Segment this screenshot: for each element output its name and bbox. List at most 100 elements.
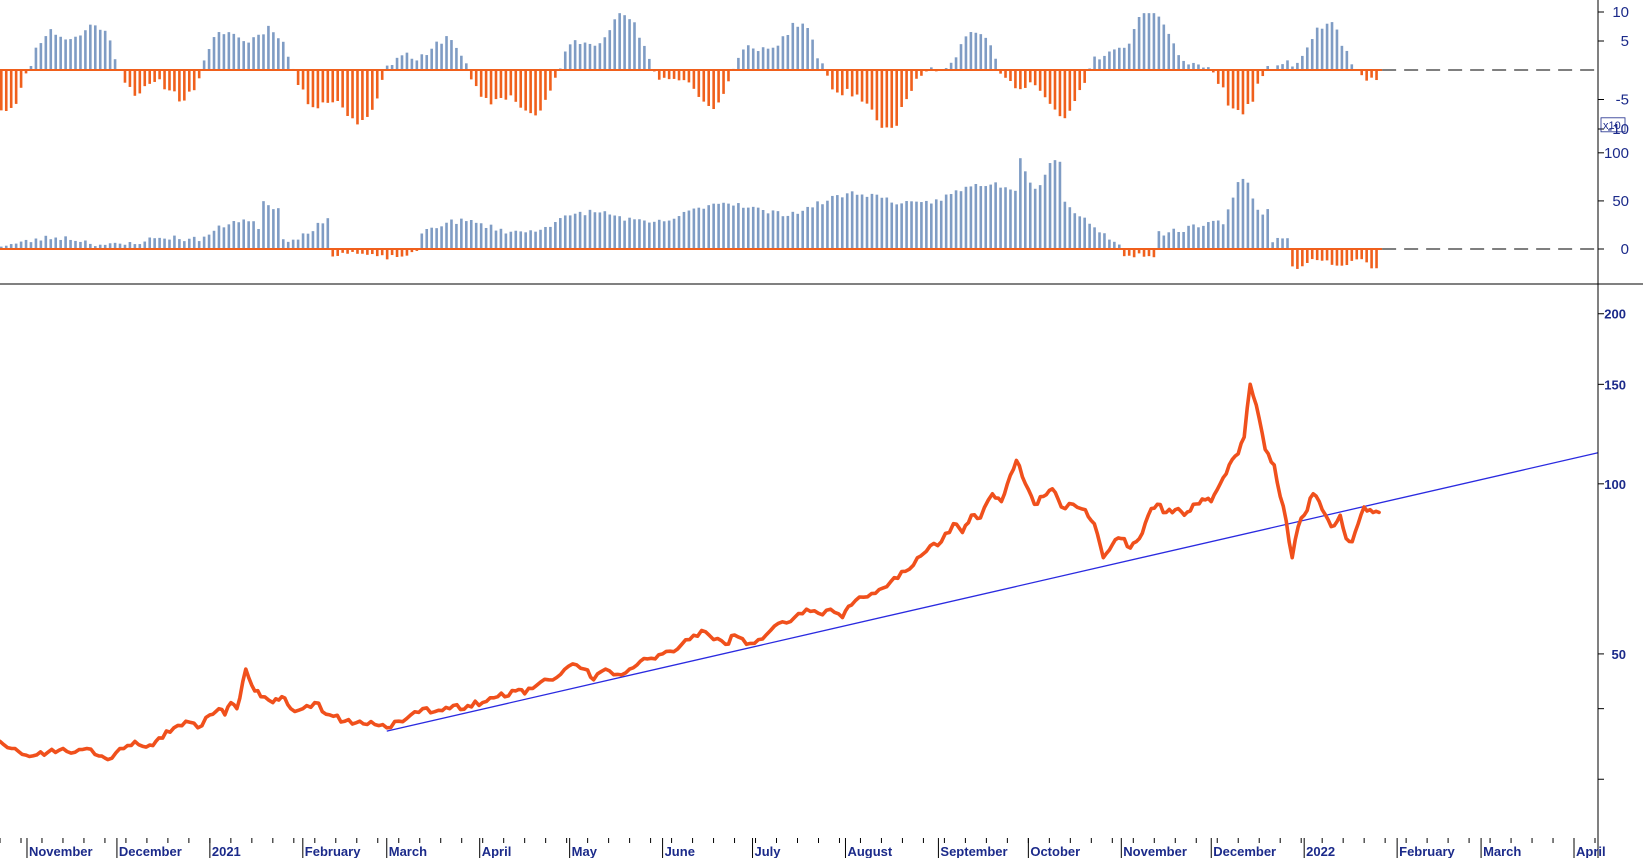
bar <box>1024 70 1027 88</box>
bar <box>445 222 448 249</box>
bar <box>1296 62 1299 70</box>
bar <box>1286 60 1289 70</box>
bar <box>9 70 13 108</box>
bar <box>1226 209 1230 249</box>
bar <box>1261 70 1265 77</box>
bar <box>108 40 112 70</box>
bar <box>761 210 765 249</box>
bar <box>1078 70 1082 91</box>
bar <box>623 220 626 249</box>
bar <box>865 70 869 104</box>
bar <box>855 194 859 249</box>
bar <box>717 203 720 249</box>
bar <box>4 245 8 249</box>
bar <box>1127 249 1131 256</box>
bar <box>563 51 567 70</box>
y-tick-label: 100 <box>1604 145 1629 162</box>
bar <box>1019 158 1022 249</box>
bar <box>934 199 938 249</box>
bar <box>1058 70 1062 117</box>
bar <box>559 218 562 249</box>
bar <box>979 186 983 249</box>
bar <box>563 215 567 249</box>
bar <box>291 239 295 249</box>
bar <box>756 207 760 249</box>
bar <box>677 70 681 81</box>
bar <box>742 49 745 70</box>
bar <box>593 45 597 70</box>
bar <box>34 47 38 70</box>
bar <box>207 234 211 249</box>
bar <box>460 218 463 249</box>
bar <box>202 60 206 70</box>
x-tick-label: March <box>1483 844 1521 858</box>
bar <box>657 219 661 249</box>
bar <box>465 63 468 70</box>
bar <box>1147 13 1151 70</box>
bar <box>578 44 582 70</box>
bar <box>791 22 795 70</box>
bar <box>1058 161 1062 249</box>
bar <box>1172 228 1176 249</box>
bar <box>821 63 824 70</box>
bar <box>554 70 557 78</box>
bar <box>1093 227 1096 249</box>
bar <box>1375 70 1378 81</box>
bar <box>351 249 354 252</box>
bar <box>836 70 839 93</box>
bar <box>633 22 636 70</box>
bar <box>519 70 523 108</box>
bar <box>153 70 156 82</box>
bar <box>806 28 809 70</box>
bar <box>1256 209 1260 249</box>
bar <box>504 70 508 100</box>
bar <box>262 34 265 70</box>
bar <box>727 70 730 82</box>
bar <box>1053 160 1057 249</box>
bar <box>1132 29 1136 70</box>
bar <box>321 70 325 103</box>
bar <box>277 208 280 249</box>
bar <box>845 70 849 89</box>
bar <box>860 70 864 102</box>
bar <box>455 47 458 70</box>
bar <box>870 193 874 249</box>
bar <box>1345 50 1349 70</box>
bar <box>999 70 1002 74</box>
bar <box>1345 249 1349 266</box>
bar <box>336 70 339 101</box>
bar <box>1103 233 1106 249</box>
bar <box>14 243 18 249</box>
bar <box>1291 249 1294 267</box>
bar <box>895 204 898 249</box>
bar <box>281 239 285 249</box>
bar <box>192 236 196 249</box>
bar <box>989 184 992 249</box>
bar <box>949 194 953 249</box>
bar <box>207 49 211 70</box>
y-tick-label: 200 <box>1604 307 1626 322</box>
bar <box>1310 249 1314 260</box>
bar <box>247 42 250 70</box>
bar <box>638 37 641 70</box>
bar <box>662 221 666 249</box>
bar <box>746 45 750 70</box>
bar <box>652 221 656 249</box>
bar <box>192 70 196 91</box>
bar <box>123 244 127 249</box>
bar <box>865 196 869 249</box>
bar <box>257 34 260 70</box>
bar <box>598 212 602 249</box>
y-tick-label: 50 <box>1612 647 1626 662</box>
bar <box>1286 238 1289 249</box>
bar <box>84 30 87 70</box>
bar <box>722 70 725 94</box>
bar <box>321 223 325 249</box>
bar <box>717 70 720 103</box>
bar <box>460 55 463 70</box>
bar <box>19 70 23 88</box>
bar <box>1325 23 1329 70</box>
bar <box>737 57 740 70</box>
bar <box>534 70 537 116</box>
bar <box>98 244 102 249</box>
